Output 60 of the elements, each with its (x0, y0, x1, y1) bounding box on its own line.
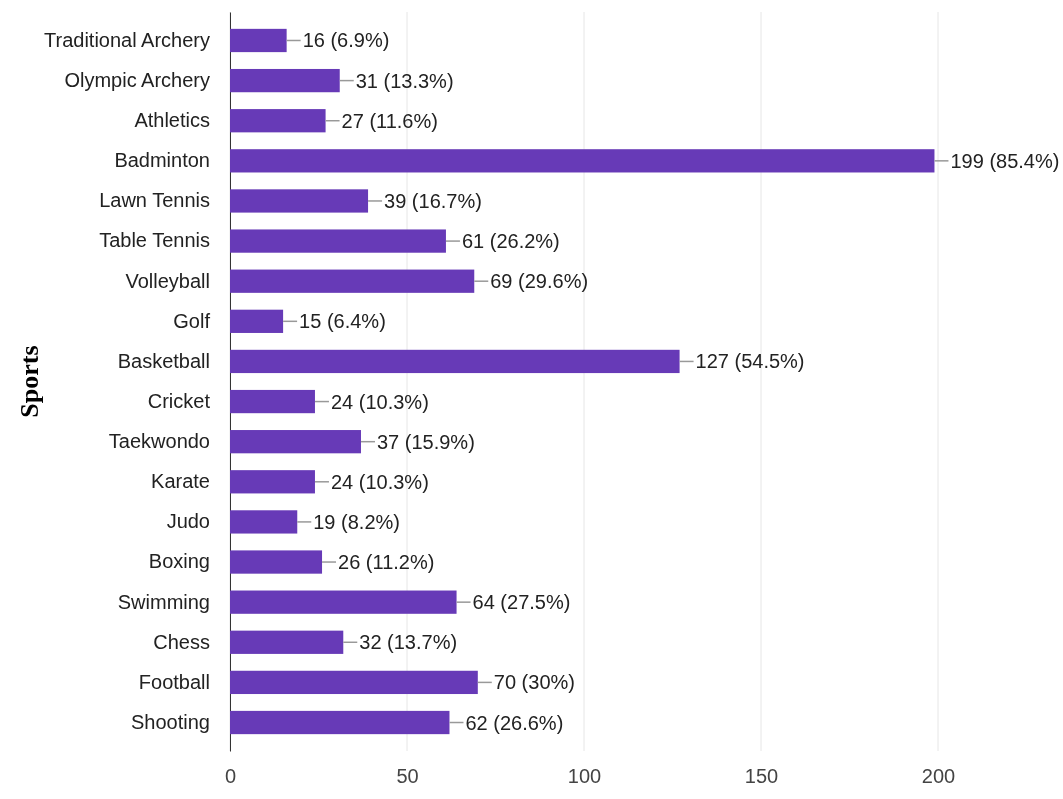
bar (230, 389, 315, 414)
data-label: 31 (13.3%) (355, 69, 454, 92)
y-tick-label: Badminton (114, 149, 210, 172)
bar (230, 670, 478, 695)
data-label: 61 (26.2%) (461, 230, 560, 253)
bar (230, 309, 284, 333)
bar (230, 470, 315, 494)
data-label: 64 (27.5%) (472, 591, 571, 614)
data-label: 27 (11.6%) (341, 109, 438, 132)
x-tick-label: 200 (921, 765, 956, 788)
data-label: 62 (26.6%) (465, 711, 564, 734)
y-tick-label: Cricket (147, 389, 211, 412)
bar (230, 349, 680, 374)
y-tick-label: Boxing (148, 550, 210, 573)
y-tick-label: Olympic Archery (64, 69, 210, 91)
data-label: 19 (8.2%) (313, 510, 400, 533)
data-label: 16 (6.9%) (302, 29, 390, 52)
bar (230, 710, 450, 735)
bar (230, 630, 344, 654)
y-tick-label: Lawn Tennis (99, 189, 210, 212)
y-tick-label: Basketball (117, 349, 210, 372)
y-tick-label: Golf (173, 309, 211, 332)
data-label: 70 (30%) (493, 671, 575, 694)
x-tick-label: 100 (567, 765, 602, 788)
data-label: 199 (85.4%) (950, 149, 1060, 172)
data-label: 26 (11.2%) (338, 551, 435, 574)
y-tick-label: Table Tennis (99, 229, 210, 252)
data-label: 24 (10.3%) (330, 470, 429, 493)
bar (230, 68, 340, 93)
data-label: 24 (10.3%) (330, 390, 429, 413)
y-tick-label: Volleyball (125, 269, 210, 292)
bar (230, 550, 323, 574)
data-label: 37 (15.9%) (376, 430, 475, 453)
bar (230, 109, 326, 133)
bar (230, 430, 361, 454)
bar (230, 229, 446, 253)
data-label: 39 (16.7%) (384, 189, 482, 212)
data-label: 69 (29.6%) (490, 270, 589, 293)
bar (230, 28, 287, 53)
y-tick-label: Karate (151, 470, 210, 493)
bar (230, 189, 369, 213)
bar (230, 149, 935, 173)
bar (230, 590, 457, 614)
y-tick-label: Shooting (131, 710, 210, 733)
bar (230, 269, 475, 293)
data-label: 127 (54.5%) (695, 350, 805, 373)
data-label: 15 (6.4%) (299, 310, 386, 333)
y-tick-label: Taekwondo (108, 430, 210, 453)
y-tick-label: Football (138, 670, 210, 693)
y-tick-label: Chess (153, 630, 210, 653)
x-tick-label: 50 (396, 765, 419, 788)
data-label: 32 (13.7%) (359, 631, 458, 654)
y-tick-label: Traditional Archery (44, 28, 210, 51)
x-tick-label: 0 (224, 765, 237, 788)
y-tick-label: Athletics (134, 109, 210, 132)
bar (230, 510, 298, 534)
y-tick-label: Judo (166, 510, 210, 533)
y-axis-title: Sports (15, 345, 44, 418)
x-tick-label: 150 (744, 765, 779, 788)
y-tick-label: Swimming (117, 590, 210, 613)
